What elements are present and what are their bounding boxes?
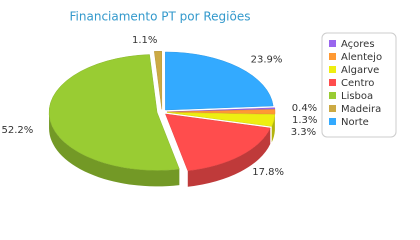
legend-label: Lisboa <box>341 91 373 102</box>
legend-swatch <box>329 40 336 47</box>
legend-label: Centro <box>341 78 374 89</box>
data-label: 52.2% <box>1 125 33 136</box>
data-label: 3.3% <box>291 127 316 138</box>
slice <box>165 51 274 111</box>
data-label: 23.9% <box>251 54 283 65</box>
legend-swatch <box>329 66 336 73</box>
slice <box>165 113 271 171</box>
legend-swatch <box>329 79 336 86</box>
slice <box>166 112 276 127</box>
legend-label: Norte <box>341 117 369 128</box>
data-label: 1.1% <box>132 35 157 46</box>
slice-side <box>49 112 180 187</box>
legend-label: Madeira <box>341 104 381 115</box>
slice-side <box>271 114 275 143</box>
legend-swatch <box>329 105 336 112</box>
data-label: 0.4% <box>292 103 317 114</box>
slice <box>48 54 180 171</box>
data-label: 17.8% <box>252 167 284 178</box>
legend-swatch <box>329 53 336 60</box>
legend-label: Açores <box>341 39 375 50</box>
data-label: 1.3% <box>292 115 317 126</box>
chart-title: Financiamento PT por Regiões <box>70 10 251 24</box>
slice <box>154 51 163 110</box>
legend-swatch <box>329 118 336 125</box>
legend-box <box>321 32 397 138</box>
slice-side <box>187 128 271 187</box>
legend-swatch <box>329 92 336 99</box>
slice <box>166 109 276 115</box>
legend-label: Algarve <box>341 65 379 76</box>
legend-label: Alentejo <box>341 52 382 63</box>
